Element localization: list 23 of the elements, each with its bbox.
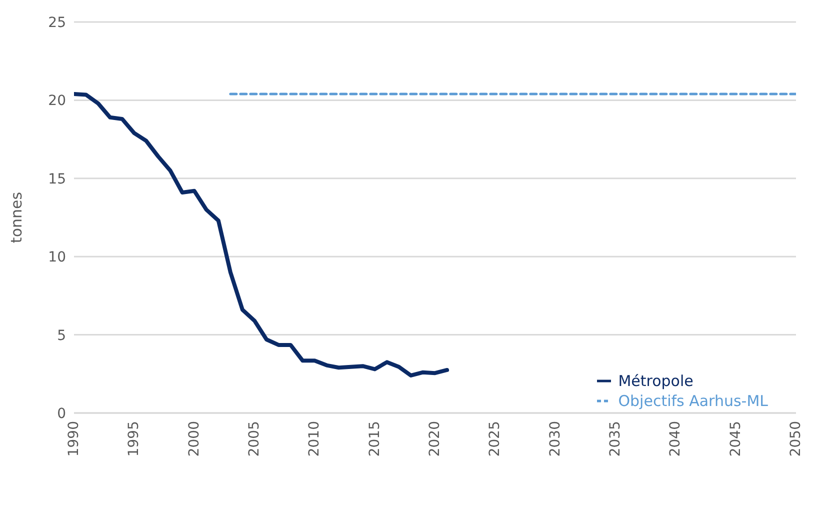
legend-label: Objectifs Aarhus-ML bbox=[618, 391, 768, 411]
x-tick-label: 2050 bbox=[788, 421, 804, 457]
x-tick-label: 2025 bbox=[487, 421, 504, 457]
y-tick-label: 15 bbox=[48, 171, 66, 188]
x-tick-label: 2010 bbox=[306, 421, 323, 457]
y-axis-title: tonnes bbox=[7, 192, 26, 244]
y-tick-label: 5 bbox=[57, 328, 66, 344]
x-tick-label: 2045 bbox=[728, 421, 744, 457]
x-tick-label: 2035 bbox=[607, 421, 624, 457]
legend-label: Métropole bbox=[618, 371, 694, 391]
y-tick-label: 10 bbox=[48, 250, 66, 266]
x-tick-label: 2040 bbox=[668, 421, 684, 457]
x-tick-label: 2030 bbox=[547, 421, 564, 457]
x-tick-label: 1990 bbox=[66, 421, 82, 457]
y-tick-label: 20 bbox=[48, 93, 66, 110]
x-tick-label: 1995 bbox=[126, 421, 142, 457]
x-tick-label: 2000 bbox=[186, 421, 202, 457]
x-tick-label: 2015 bbox=[366, 421, 383, 457]
x-tick-label: 2020 bbox=[426, 421, 443, 457]
y-tick-label: 25 bbox=[48, 14, 66, 31]
line-series bbox=[74, 92, 450, 378]
x-tick-label: 2005 bbox=[246, 421, 262, 457]
y-tick-label: 0 bbox=[57, 406, 66, 422]
